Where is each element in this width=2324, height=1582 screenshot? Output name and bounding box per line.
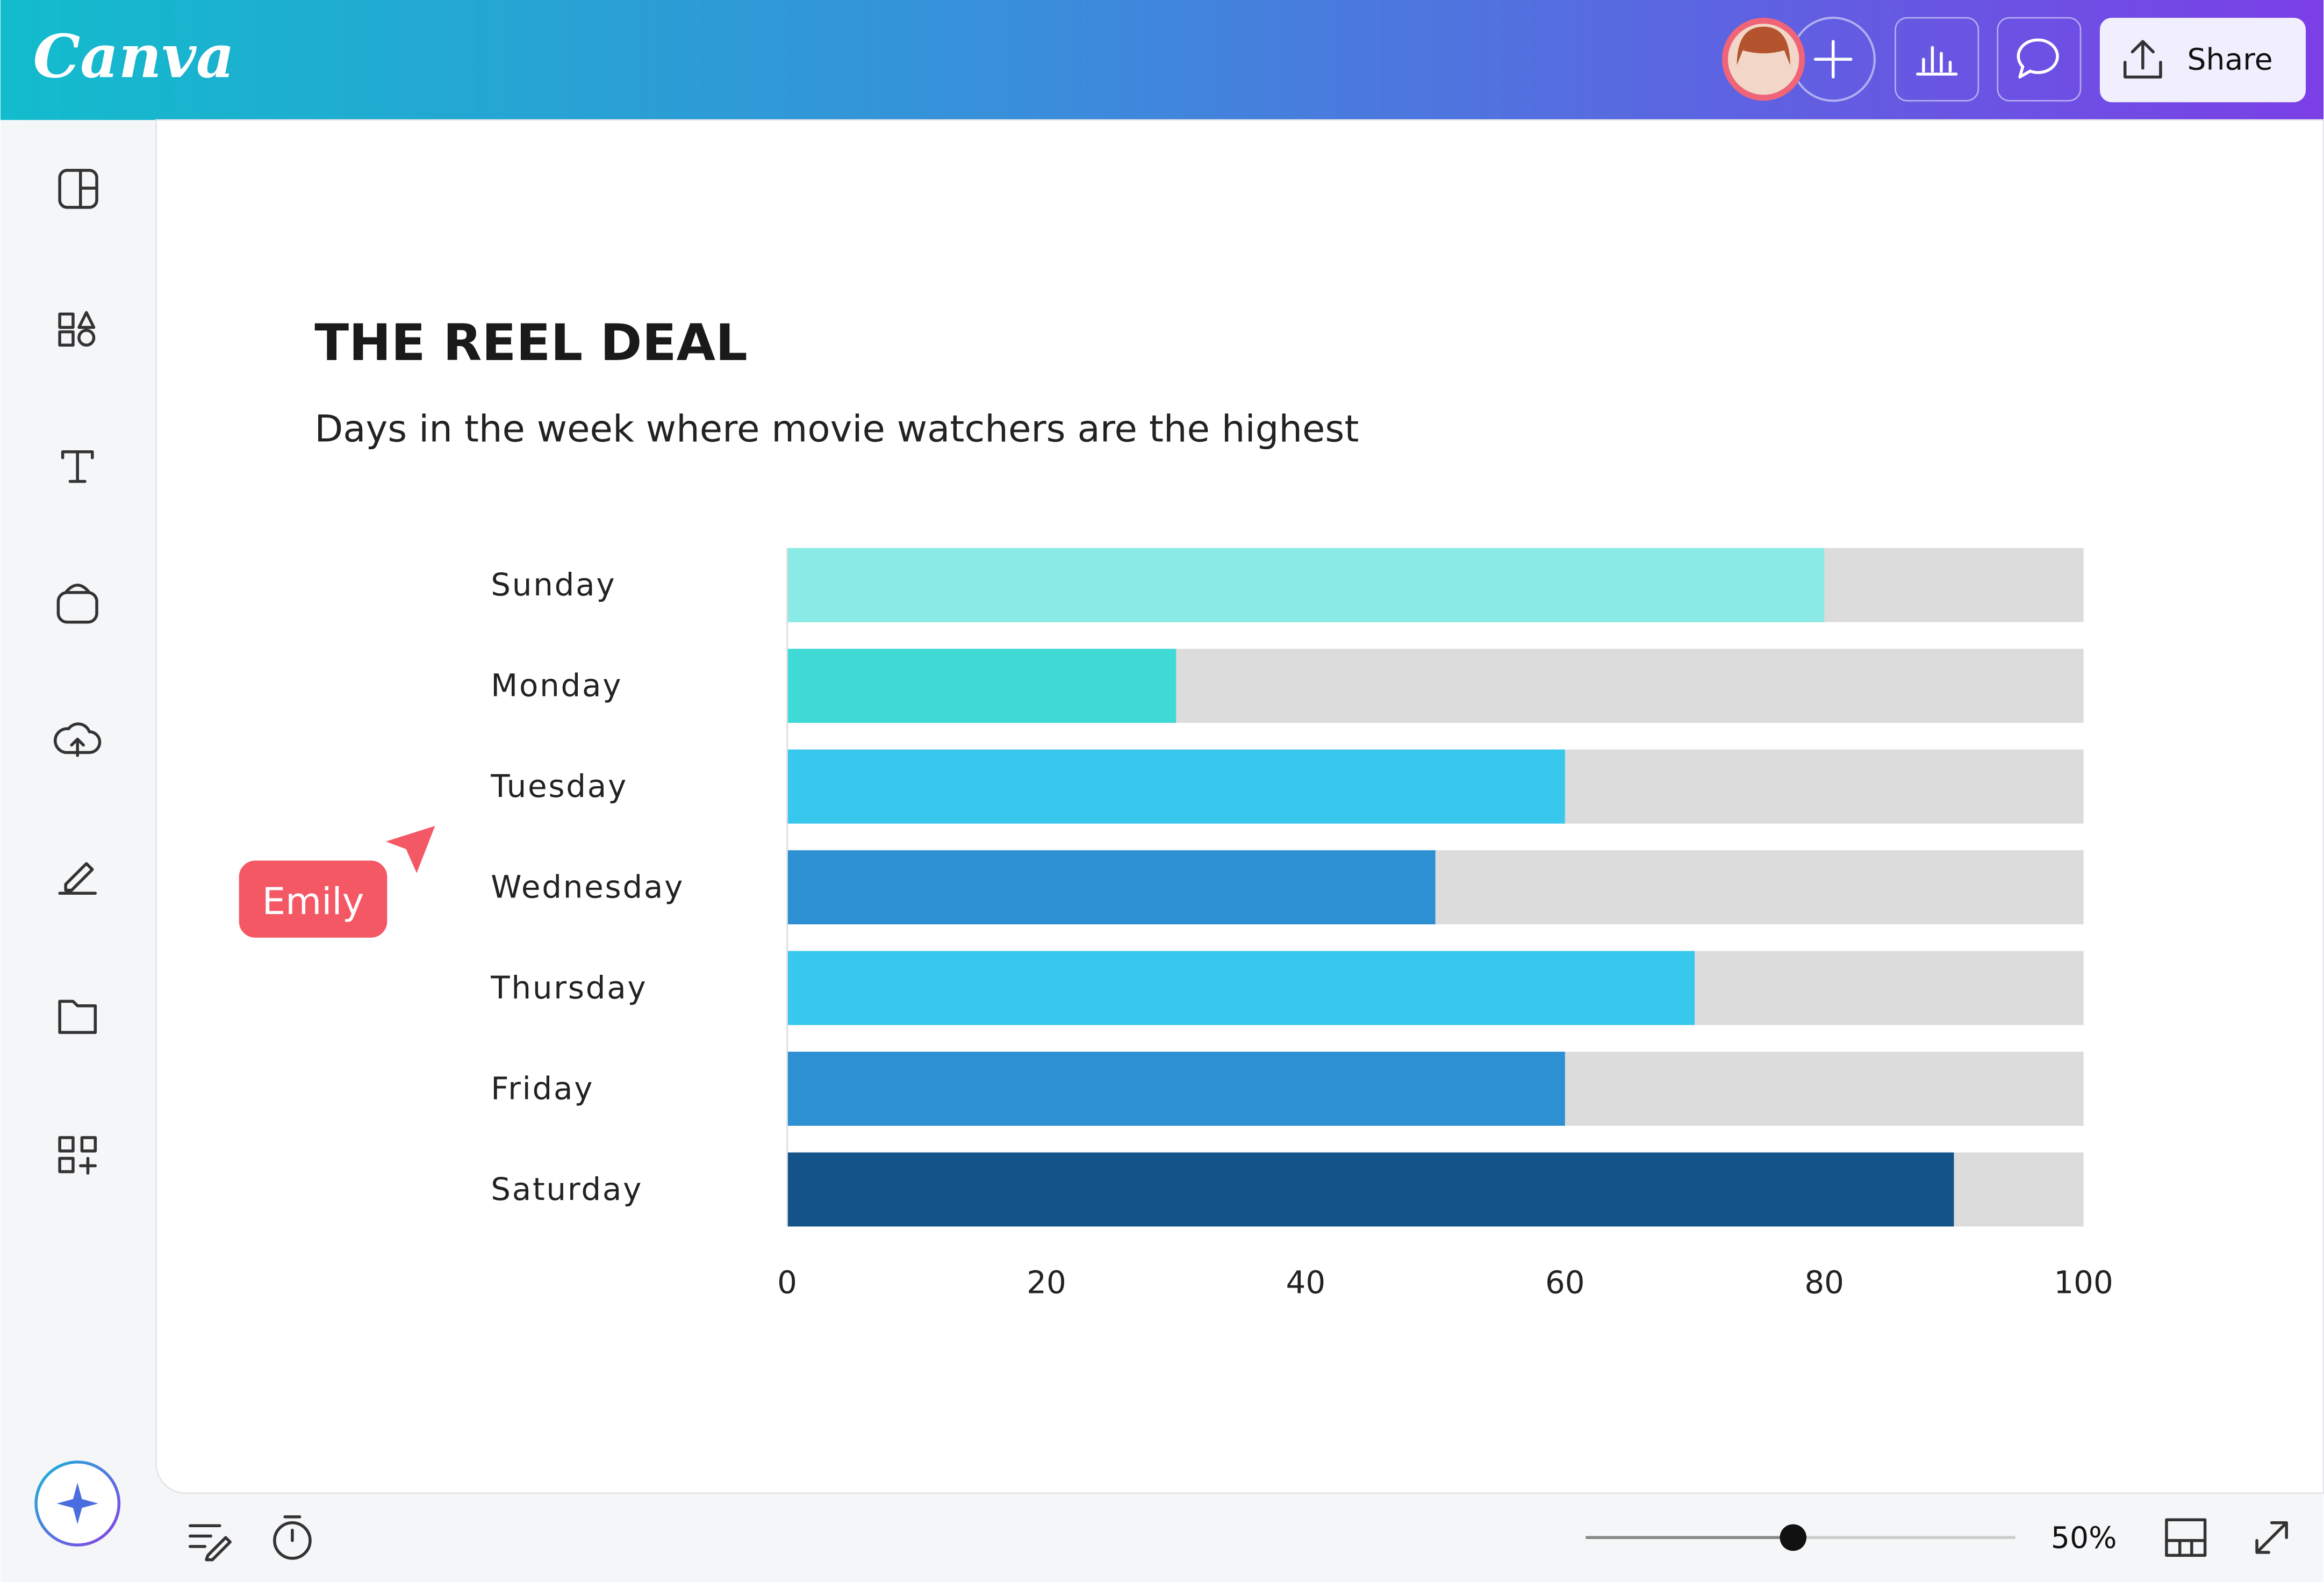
comment-icon	[2017, 38, 2059, 79]
logo[interactable]: Canva	[33, 21, 235, 91]
bar	[787, 1152, 1954, 1227]
collaborator-tag	[236, 858, 390, 941]
uploads-icon[interactable]	[53, 722, 102, 757]
bar	[787, 850, 1436, 925]
chart-subtitle: Days in the week where movie watchers ar…	[314, 407, 1359, 450]
elements-icon[interactable]	[58, 311, 96, 347]
draw-icon[interactable]	[58, 862, 97, 895]
top-bar	[0, 0, 2324, 120]
y-tick-label: Friday	[491, 1070, 594, 1106]
bar	[787, 649, 1177, 723]
x-tick-label: 100	[2054, 1264, 2113, 1300]
bar	[787, 749, 1565, 824]
collaborator-cursor	[376, 821, 440, 881]
x-tick-label: 0	[777, 1264, 797, 1300]
y-tick-label: Tuesday	[490, 768, 628, 804]
insights-icon	[1916, 46, 1958, 76]
timer-icon-detail	[283, 1515, 302, 1542]
sidebar	[34, 169, 121, 1547]
timer-icon[interactable]	[273, 1521, 312, 1560]
add-icon	[1813, 40, 1853, 79]
y-tick-label: Wednesday	[491, 868, 684, 905]
y-tick-label: Saturday	[491, 1171, 643, 1207]
avatar-hair	[1737, 26, 1790, 66]
bar	[787, 951, 1695, 1025]
insights-button[interactable]	[1895, 17, 1979, 102]
x-tick-label: 20	[1027, 1264, 1066, 1300]
text-icon[interactable]	[61, 450, 94, 483]
notes-icon[interactable]	[188, 1524, 232, 1562]
share-label[interactable]: Share	[2187, 43, 2273, 77]
projects-icon[interactable]	[58, 999, 97, 1034]
x-tick-label: 60	[1545, 1264, 1585, 1300]
y-tick-label: Sunday	[491, 566, 616, 603]
comment-button[interactable]	[1997, 17, 2082, 102]
y-tick-label: Thursday	[490, 969, 647, 1006]
brand-icon[interactable]	[56, 591, 98, 624]
apps-icon[interactable]	[58, 1136, 97, 1175]
x-tick-label: 80	[1804, 1264, 1844, 1300]
zoom-handle[interactable]	[1780, 1524, 1807, 1551]
y-tick-label: Monday	[491, 667, 622, 704]
collaborator-name: Emily	[262, 880, 364, 923]
brand-icon-detail	[64, 584, 91, 594]
bar	[787, 548, 1825, 622]
x-tick-label: 40	[1286, 1264, 1326, 1300]
magic-icon	[56, 1483, 98, 1525]
share-icon	[2124, 40, 2162, 79]
pages-icon[interactable]	[2165, 1518, 2207, 1557]
bar	[787, 1052, 1565, 1126]
fullscreen-icon[interactable]	[2255, 1521, 2288, 1554]
design-icon-detail	[78, 169, 98, 209]
share-button[interactable]	[2099, 18, 2306, 103]
plot: 0 20 40 60 80 100 Sunday Monday Tuesday Wednesday…	[490, 548, 2113, 1300]
zoom-label: 50%	[2051, 1521, 2117, 1556]
chart-title: THE REEL DEAL	[314, 314, 748, 372]
